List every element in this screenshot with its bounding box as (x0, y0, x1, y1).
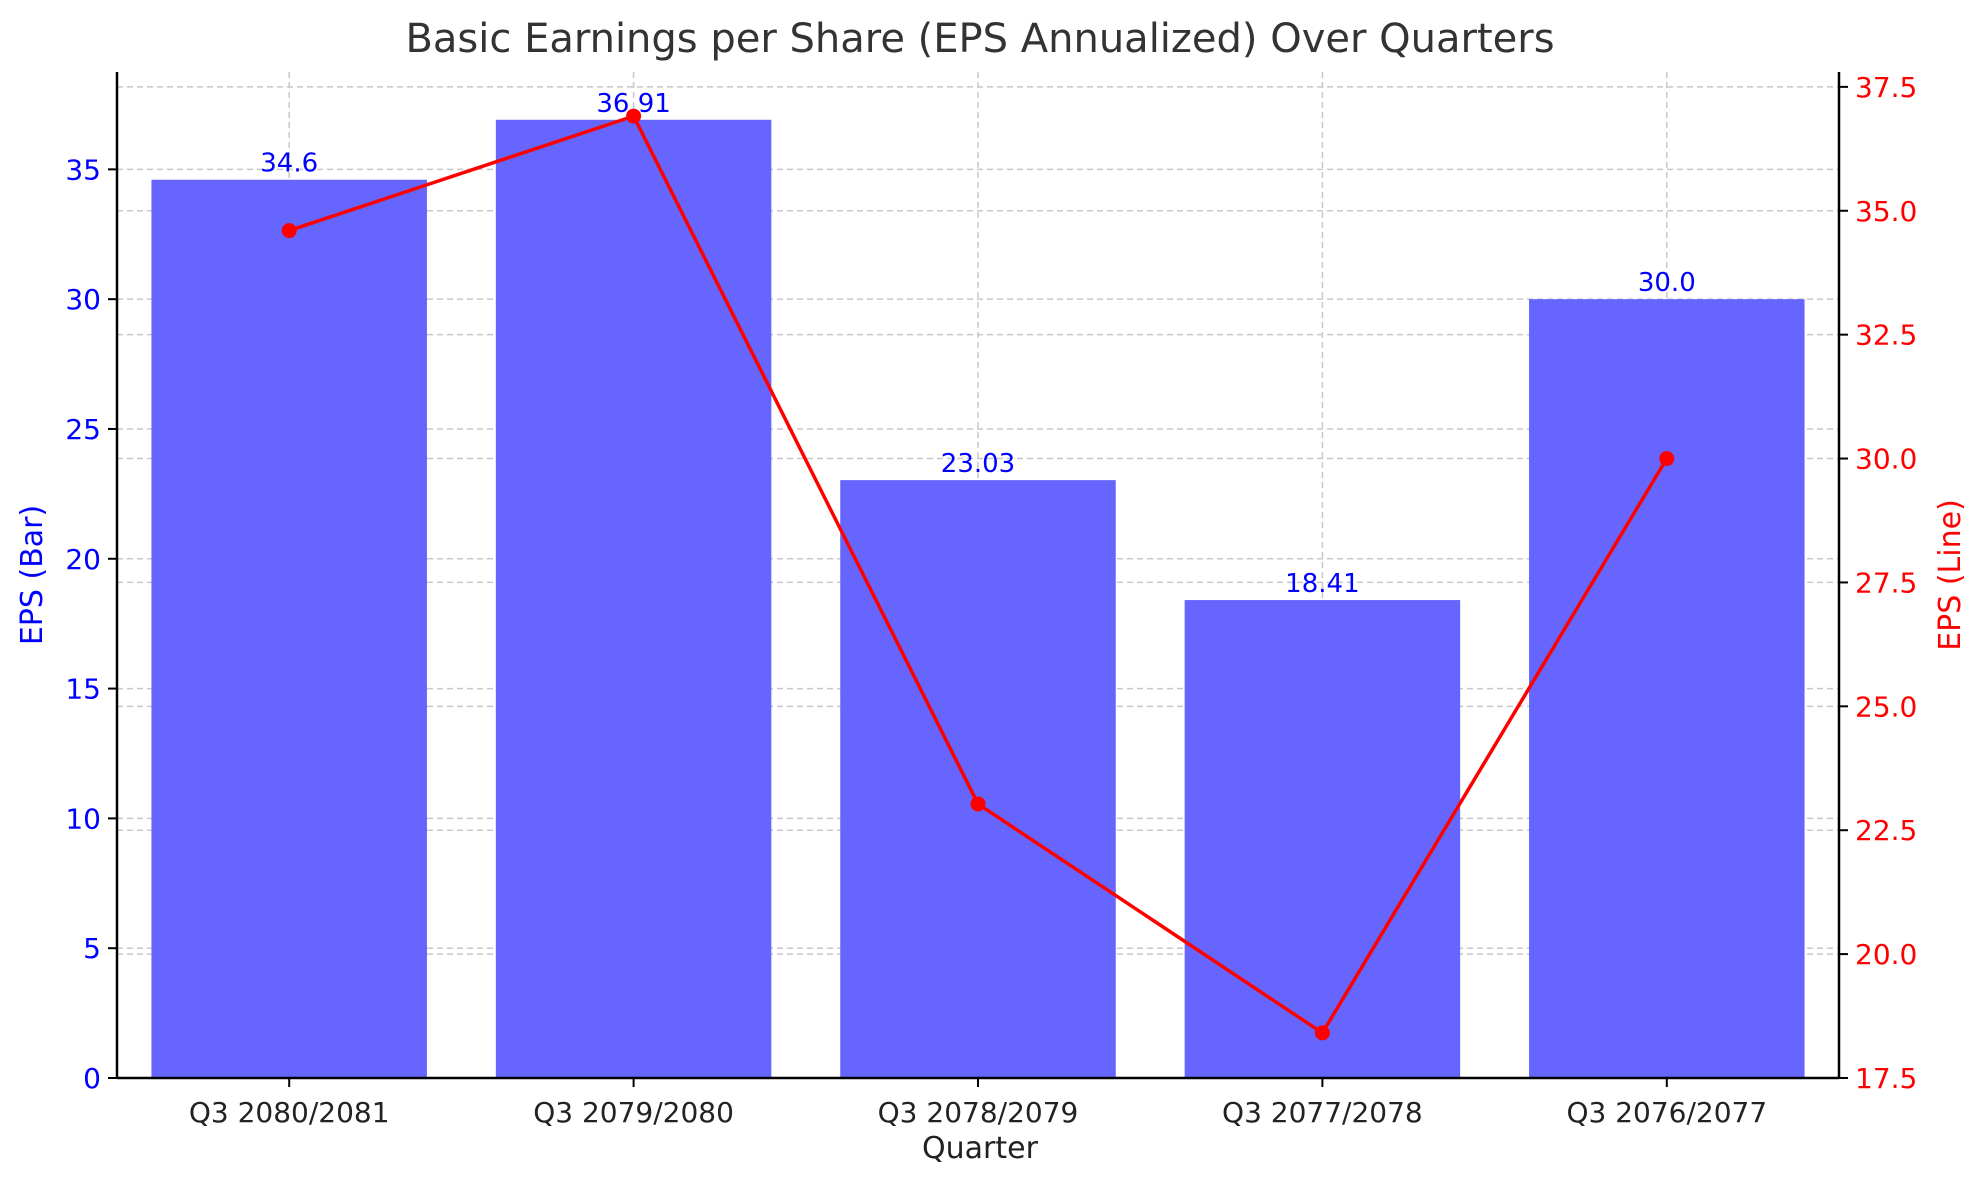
bar-value-label: 34.6 (260, 149, 318, 179)
right-tick-label: 17.5 (1855, 1062, 1917, 1095)
left-tick-label: 35 (65, 153, 101, 186)
x-tick-label: Q3 2076/2077 (1566, 1096, 1767, 1129)
line-series (281, 108, 1675, 1041)
right-tick-label: 32.5 (1855, 319, 1917, 352)
right-tick-label: 30.0 (1855, 443, 1917, 476)
right-tick-label: 37.5 (1855, 71, 1917, 104)
chart-title: Basic Earnings per Share (EPS Annualized… (405, 16, 1554, 62)
line-point (626, 108, 642, 124)
x-axis-ticks: Q3 2080/2081 Q3 2079/2080 Q3 2078/2079 Q3 2… (189, 1078, 1767, 1129)
line-point (281, 223, 297, 239)
left-axis-title: EPS (Bar) (15, 505, 50, 645)
bar-value-label: 30.0 (1638, 268, 1696, 298)
line-point (1314, 1025, 1330, 1041)
x-tick-label: Q3 2078/2079 (878, 1096, 1079, 1129)
bar (1529, 299, 1805, 1079)
right-tick-label: 27.5 (1855, 566, 1917, 599)
right-tick-label: 35.0 (1855, 195, 1917, 228)
left-tick-label: 15 (65, 673, 101, 706)
bar (1184, 600, 1461, 1078)
right-tick-label: 22.5 (1855, 814, 1917, 847)
right-tick-label: 25.0 (1855, 690, 1917, 723)
line-point (970, 796, 986, 812)
left-tick-label: 25 (65, 413, 101, 446)
left-tick-label: 30 (65, 283, 101, 316)
left-tick-label: 20 (65, 543, 101, 576)
bar (151, 179, 427, 1078)
right-axis-title: EPS (Line) (1933, 499, 1968, 651)
bar-series (151, 119, 1805, 1079)
bar (495, 119, 772, 1078)
bar (840, 480, 1116, 1079)
left-tick-label: 0 (83, 1062, 101, 1095)
right-tick-label: 20.0 (1855, 938, 1917, 971)
x-tick-label: Q3 2080/2081 (189, 1096, 390, 1129)
x-axis-title: Quarter (922, 1131, 1039, 1166)
bar-value-label: 23.03 (941, 449, 1015, 479)
left-axis-ticks: 0 5 10 15 20 25 30 35 (65, 153, 117, 1095)
bar-value-label: 18.41 (1285, 569, 1359, 599)
left-tick-label: 10 (65, 802, 101, 835)
right-axis-ticks: 17.5 20.0 22.5 25.0 27.5 30.0 32.5 35.0 37.5 (1839, 71, 1917, 1095)
x-tick-label: Q3 2079/2080 (533, 1096, 734, 1129)
left-tick-label: 5 (83, 932, 101, 965)
line-point (1659, 451, 1675, 467)
x-tick-label: Q3 2077/2078 (1222, 1096, 1423, 1129)
